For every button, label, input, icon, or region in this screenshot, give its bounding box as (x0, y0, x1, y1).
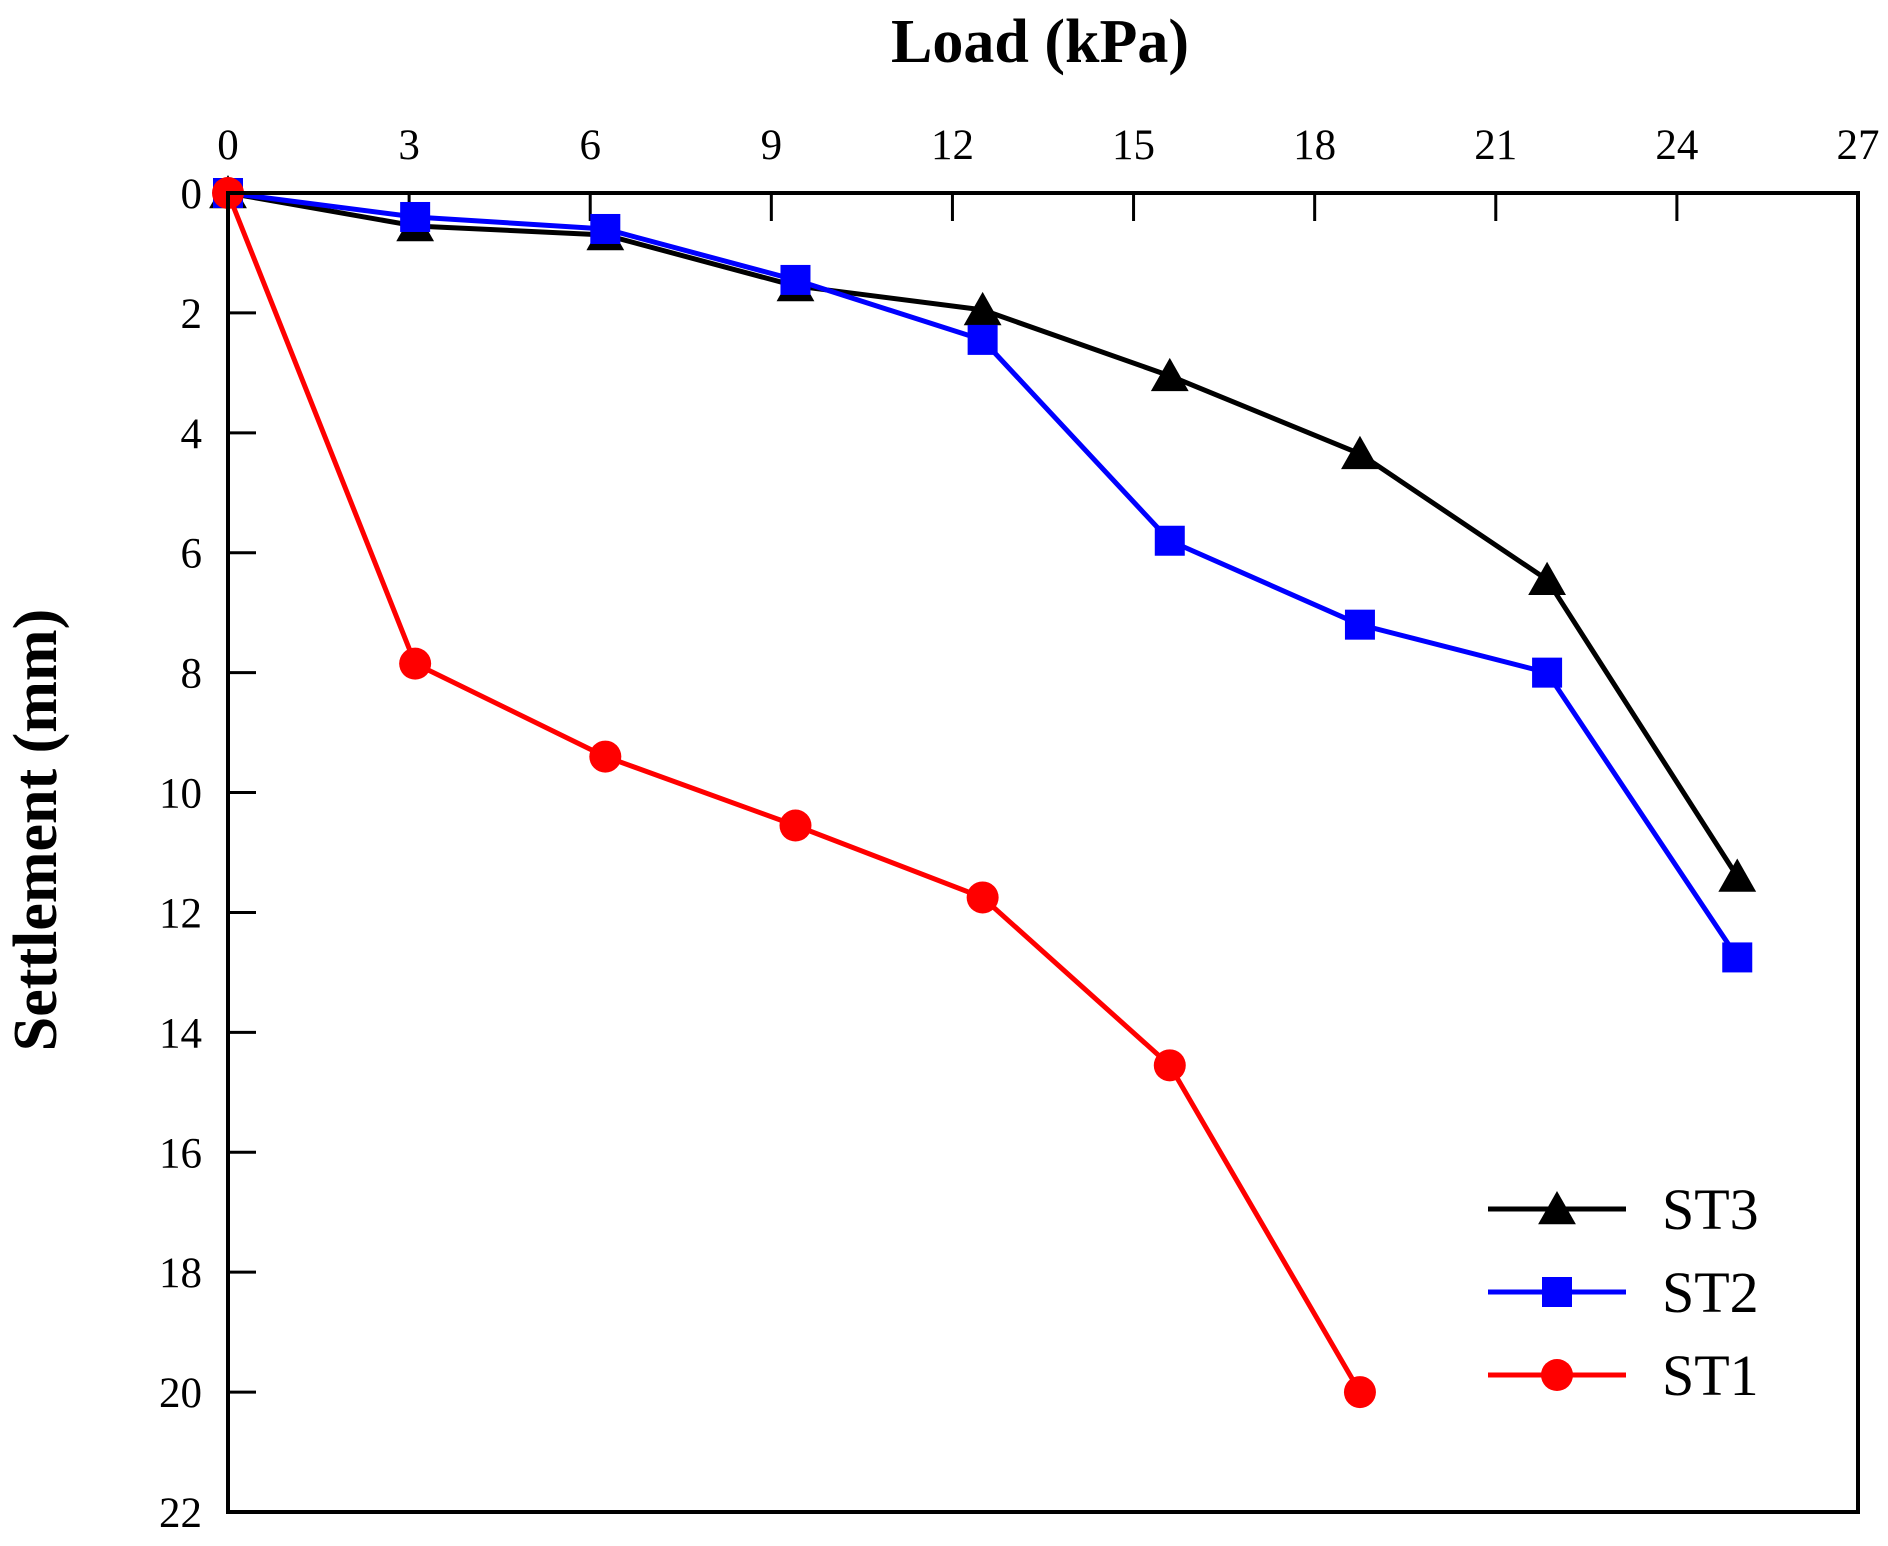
data-point-st1 (399, 647, 432, 680)
y-tick-label: 22 (159, 1490, 202, 1537)
x-tick-label: 3 (398, 122, 420, 169)
data-point-st3 (1341, 435, 1379, 470)
y-tick-label: 0 (181, 171, 203, 218)
x-tick-label: 6 (579, 122, 601, 169)
data-point-st3 (1528, 561, 1566, 596)
data-point-st3 (1150, 357, 1189, 392)
data-point-st2 (780, 264, 811, 295)
x-tick-label: 18 (1293, 122, 1336, 169)
x-tick-label: 21 (1474, 122, 1517, 169)
legend: ST3 ST2 ST1 (1488, 1177, 1759, 1408)
data-point-st2 (1532, 657, 1563, 688)
data-point-st1 (1343, 1376, 1376, 1409)
legend-marker (1538, 1191, 1576, 1225)
series-line-st1 (225, 192, 1363, 1394)
legend-label: ST3 (1662, 1177, 1759, 1242)
legend-label: ST2 (1662, 1260, 1759, 1325)
data-point-st1 (779, 809, 812, 842)
y-axis-title: Settlement (mm) (2, 609, 70, 1051)
x-tick-label: 12 (931, 122, 974, 169)
x-tick-label: 24 (1655, 122, 1698, 169)
data-point-st2 (1344, 609, 1375, 640)
y-tick-label: 2 (181, 291, 203, 338)
y-tick-label: 16 (159, 1130, 202, 1177)
data-point-st2 (400, 201, 431, 232)
y-tick-label: 20 (159, 1370, 202, 1417)
plot-frame (226, 191, 1860, 1514)
series-st1 (212, 177, 1376, 1409)
legend-item-st3: ST3 (1488, 1177, 1759, 1242)
legend-item-st2: ST2 (1488, 1260, 1759, 1325)
y-tick-label: 18 (159, 1250, 202, 1297)
x-tick-label: 0 (217, 122, 239, 169)
data-point-st1 (1153, 1049, 1186, 1082)
data-point-st2 (1154, 525, 1185, 556)
y-tick-label: 14 (159, 1010, 202, 1057)
data-point-st2 (590, 213, 621, 244)
y-tick-label: 6 (181, 531, 203, 578)
data-point-st2 (967, 324, 998, 355)
y-tick-label: 12 (159, 890, 202, 937)
x-tick-label: 9 (761, 122, 783, 169)
legend-marker (1542, 1277, 1572, 1307)
data-point-st1 (966, 881, 999, 914)
data-point-st2 (1722, 942, 1753, 973)
y-tick-label: 10 (159, 771, 202, 818)
y-tick-label: 8 (181, 651, 203, 698)
legend-item-st1: ST1 (1488, 1343, 1759, 1408)
data-point-st1 (589, 740, 622, 773)
data-point-st3 (963, 291, 1002, 326)
legend-label: ST1 (1662, 1343, 1759, 1408)
series-st3 (209, 175, 1757, 892)
data-point-st3 (1718, 858, 1757, 892)
x-tick-label: 27 (1837, 122, 1880, 169)
y-tick-label: 4 (181, 411, 203, 458)
x-axis-title: Load (kPa) (891, 8, 1189, 76)
x-tick-label: 15 (1112, 122, 1155, 169)
legend-marker (1541, 1359, 1573, 1391)
